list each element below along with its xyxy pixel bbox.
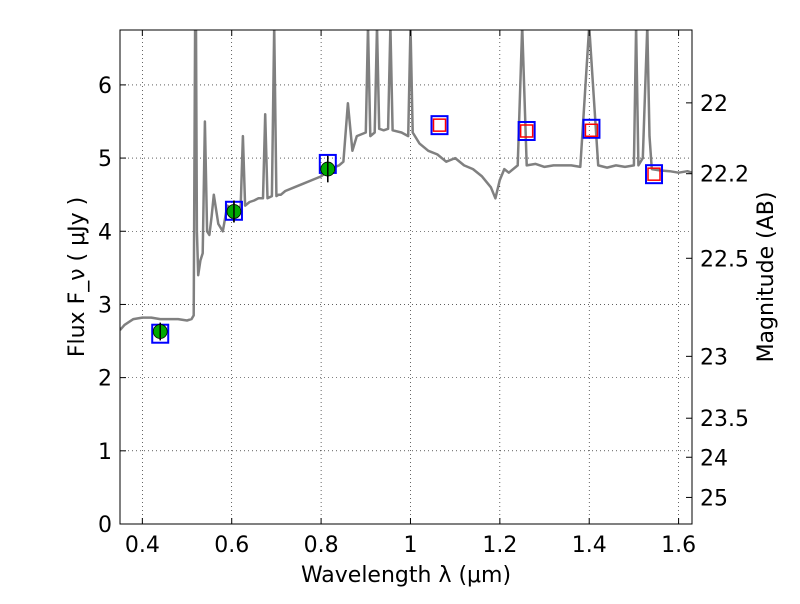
y-tick-label: 5 xyxy=(98,147,112,172)
x-tick-label: 1.6 xyxy=(661,533,696,558)
y2-axis-title: Magnitude (AB) xyxy=(754,192,779,363)
plot-frame xyxy=(119,29,693,525)
x-tick-label: 1.2 xyxy=(482,533,517,558)
plot-background xyxy=(120,30,692,524)
y2-tick-label: 23.5 xyxy=(700,407,749,432)
x-tick-label: 0.8 xyxy=(304,533,339,558)
upper-limit-marker xyxy=(519,124,534,138)
x-tick-label: 1.4 xyxy=(572,533,607,558)
upper-limit-marker xyxy=(647,167,661,181)
model-box-marker xyxy=(582,118,601,139)
x-tick-label: 0.6 xyxy=(214,533,249,558)
y-tick-label: 2 xyxy=(98,367,112,392)
model-box-marker xyxy=(430,115,449,136)
y2-tick-label: 25 xyxy=(700,486,728,511)
y-tick-label: 1 xyxy=(98,440,112,465)
y-tick-label: 0 xyxy=(98,513,112,538)
upper-limit-marker xyxy=(432,118,447,132)
y-tick-label: 3 xyxy=(98,293,112,318)
ticks: 0.4 0.6 0.8 1 1.2 1.4 1.601234562222.222.52323… xyxy=(98,30,749,558)
x-tick-label: 0.4 xyxy=(125,533,160,558)
y-tick-label: 4 xyxy=(98,220,112,245)
y2-tick-label: 23 xyxy=(700,345,728,370)
y2-tick-label: 22.5 xyxy=(700,247,749,272)
upper-limit-marker xyxy=(584,123,599,138)
model-box-marker xyxy=(517,120,536,141)
x-tick-label: 1 xyxy=(403,533,417,558)
y2-tick-label: 22.2 xyxy=(700,163,749,188)
spectrum-line xyxy=(120,30,692,331)
data-layer xyxy=(120,30,692,344)
y2-tick-label: 24 xyxy=(700,446,728,471)
y2-tick-label: 22 xyxy=(700,92,728,117)
y-tick-label: 6 xyxy=(98,74,112,99)
x-axis-title: Wavelength λ (μm) xyxy=(301,563,511,588)
model-box-marker xyxy=(645,164,664,185)
y-axis-title: Flux F_ν ( μJy ) xyxy=(65,197,90,357)
